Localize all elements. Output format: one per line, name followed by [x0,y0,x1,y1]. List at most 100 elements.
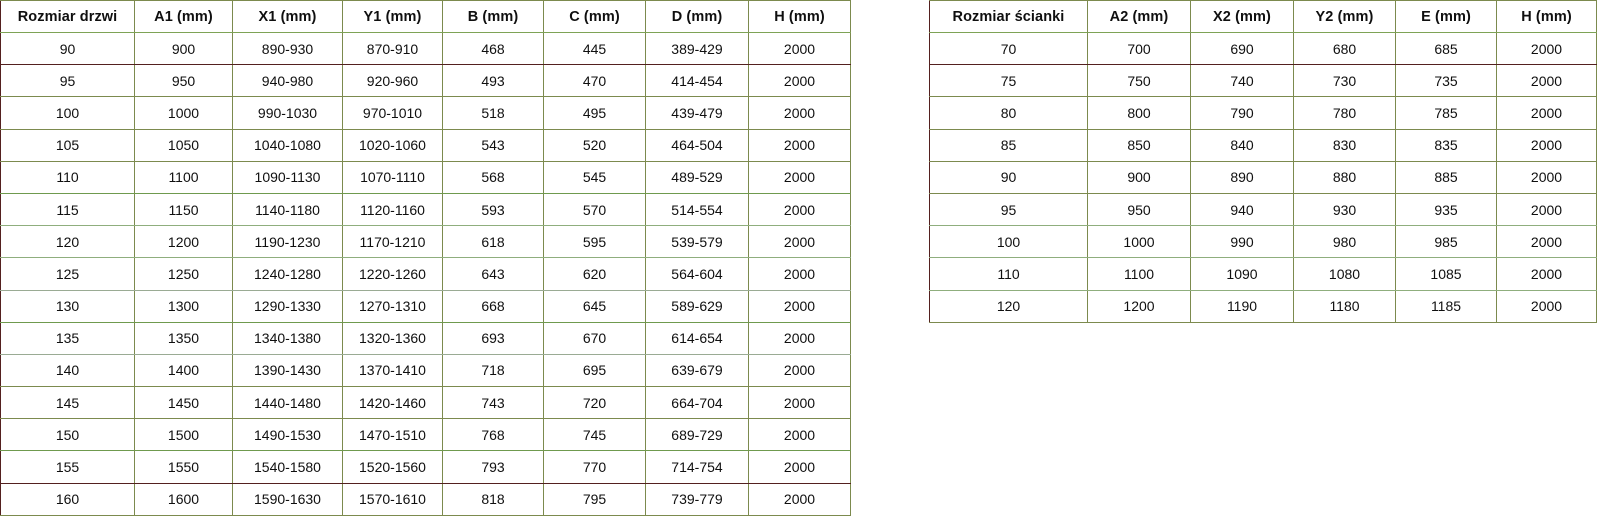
table-cell: 595 [543,225,646,259]
table-cell: 770 [543,450,646,484]
table-cell: 543 [442,128,544,162]
table-cell: 1200 [1087,289,1191,323]
column-header: A2 (mm) [1087,0,1191,33]
column-header: Y2 (mm) [1293,0,1396,33]
row-size-cell: 90 [929,160,1088,194]
table-cell: 643 [442,257,544,291]
column-header: C (mm) [543,0,646,33]
table-cell: 2000 [748,450,851,484]
table-row: 100 1000 990-1030 970-1010 518 495 439-479 2000 [0,96,851,130]
table-cell: 940-980 [232,64,343,98]
table-cell: 900 [134,31,233,66]
table-cell: 1040-1080 [232,128,343,162]
table-row: 140 1400 1390-1430 1370-1410 718 695 639-679 20… [0,353,851,388]
table-cell: 2000 [1496,31,1597,66]
table-body: 90 900 890-930 870-910 468 445 389-429 2000 95 95… [0,31,851,516]
table-body: 70 700 690 680 685 2000 75 750 740 730 735 2000 80 80… [929,31,1597,323]
table-cell: 830 [1293,128,1396,162]
table-cell: 1340-1380 [232,321,343,355]
table-cell: 1090-1130 [232,160,343,194]
table-cell: 800 [1087,96,1191,130]
table-cell: 1400 [134,353,233,388]
table-cell: 1120-1160 [342,192,443,227]
column-header: B (mm) [442,0,544,33]
table-row: 90 900 890-930 870-910 468 445 389-429 2000 [0,31,851,66]
table-cell: 690 [1190,31,1294,66]
table-cell: 1390-1430 [232,353,343,388]
column-header: A1 (mm) [134,0,233,33]
table-cell: 539-579 [645,225,749,259]
table-row: 145 1450 1440-1480 1420-1460 743 720 664-704 20… [0,386,851,420]
table-cell: 718 [442,353,544,388]
table-cell: 1320-1360 [342,321,443,355]
table-cell: 880 [1293,160,1396,194]
table-row: 70 700 690 680 685 2000 [929,31,1597,66]
table-cell: 970-1010 [342,96,443,130]
table-cell: 439-479 [645,96,749,130]
table-cell: 2000 [748,321,851,355]
table-cell: 740 [1190,64,1294,98]
table-cell: 2000 [748,482,851,516]
table-row: 120 1200 1190 1180 1185 2000 [929,289,1597,323]
table-cell: 1000 [134,96,233,130]
table-cell: 900 [1087,160,1191,194]
table-cell: 468 [442,31,544,66]
row-size-cell: 160 [0,482,135,516]
table-row: 110 1100 1090 1080 1085 2000 [929,257,1597,291]
table-cell: 1185 [1395,289,1497,323]
column-header: D (mm) [645,0,749,33]
table-cell: 1550 [134,450,233,484]
table-cell: 564-604 [645,257,749,291]
table-cell: 2000 [748,96,851,130]
row-size-cell: 85 [929,128,1088,162]
table-row: 75 750 740 730 735 2000 [929,64,1597,98]
column-header: H (mm) [748,0,851,33]
table-cell: 980 [1293,225,1396,259]
table-cell: 1220-1260 [342,257,443,291]
column-header: X1 (mm) [232,0,343,33]
column-header: H (mm) [1496,0,1597,33]
table-cell: 2000 [1496,96,1597,130]
table-cell: 695 [543,353,646,388]
table-cell: 414-454 [645,64,749,98]
table-cell: 520 [543,128,646,162]
table-cell: 2000 [1496,128,1597,162]
table-cell: 818 [442,482,544,516]
table-cell: 2000 [1496,289,1597,323]
table-cell: 664-704 [645,386,749,420]
table-cell: 1190 [1190,289,1294,323]
row-size-cell: 105 [0,128,135,162]
table-cell: 1180 [1293,289,1396,323]
table-cell: 489-529 [645,160,749,194]
header-row: Rozmiar ścianki A2 (mm) X2 (mm) Y2 (mm) E (m… [929,0,1597,33]
table-row: 110 1100 1090-1130 1070-1110 568 545 489-529 20… [0,160,851,194]
table-cell: 700 [1087,31,1191,66]
row-size-cell: 90 [0,31,135,66]
table-cell: 514-554 [645,192,749,227]
table-row: 160 1600 1590-1630 1570-1610 818 795 739-779 20… [0,482,851,516]
table-row: 115 1150 1140-1180 1120-1160 593 570 514-554 20… [0,192,851,227]
table-cell: 735 [1395,64,1497,98]
row-size-cell: 125 [0,257,135,291]
row-size-cell: 80 [929,96,1088,130]
table-cell: 714-754 [645,450,749,484]
table-cell: 1440-1480 [232,386,343,420]
table-row: 155 1550 1540-1580 1520-1560 793 770 714-754 20… [0,450,851,484]
row-size-cell: 120 [0,225,135,259]
row-size-cell: 120 [929,289,1088,323]
table-cell: 2000 [748,31,851,66]
table-cell: 990 [1190,225,1294,259]
table-cell: 645 [543,289,646,323]
table-cell: 1370-1410 [342,353,443,388]
table-cell: 935 [1395,192,1497,227]
table-cell: 1070-1110 [342,160,443,194]
table-cell: 614-654 [645,321,749,355]
table-cell: 570 [543,192,646,227]
table-cell: 1500 [134,418,233,452]
table-cell: 1420-1460 [342,386,443,420]
table-cell: 2000 [748,64,851,98]
table-cell: 1350 [134,321,233,355]
table-row: 120 1200 1190-1230 1170-1210 618 595 539-579 20… [0,225,851,259]
table-row: 135 1350 1340-1380 1320-1360 693 670 614-654 20… [0,321,851,355]
row-size-cell: 75 [929,64,1088,98]
